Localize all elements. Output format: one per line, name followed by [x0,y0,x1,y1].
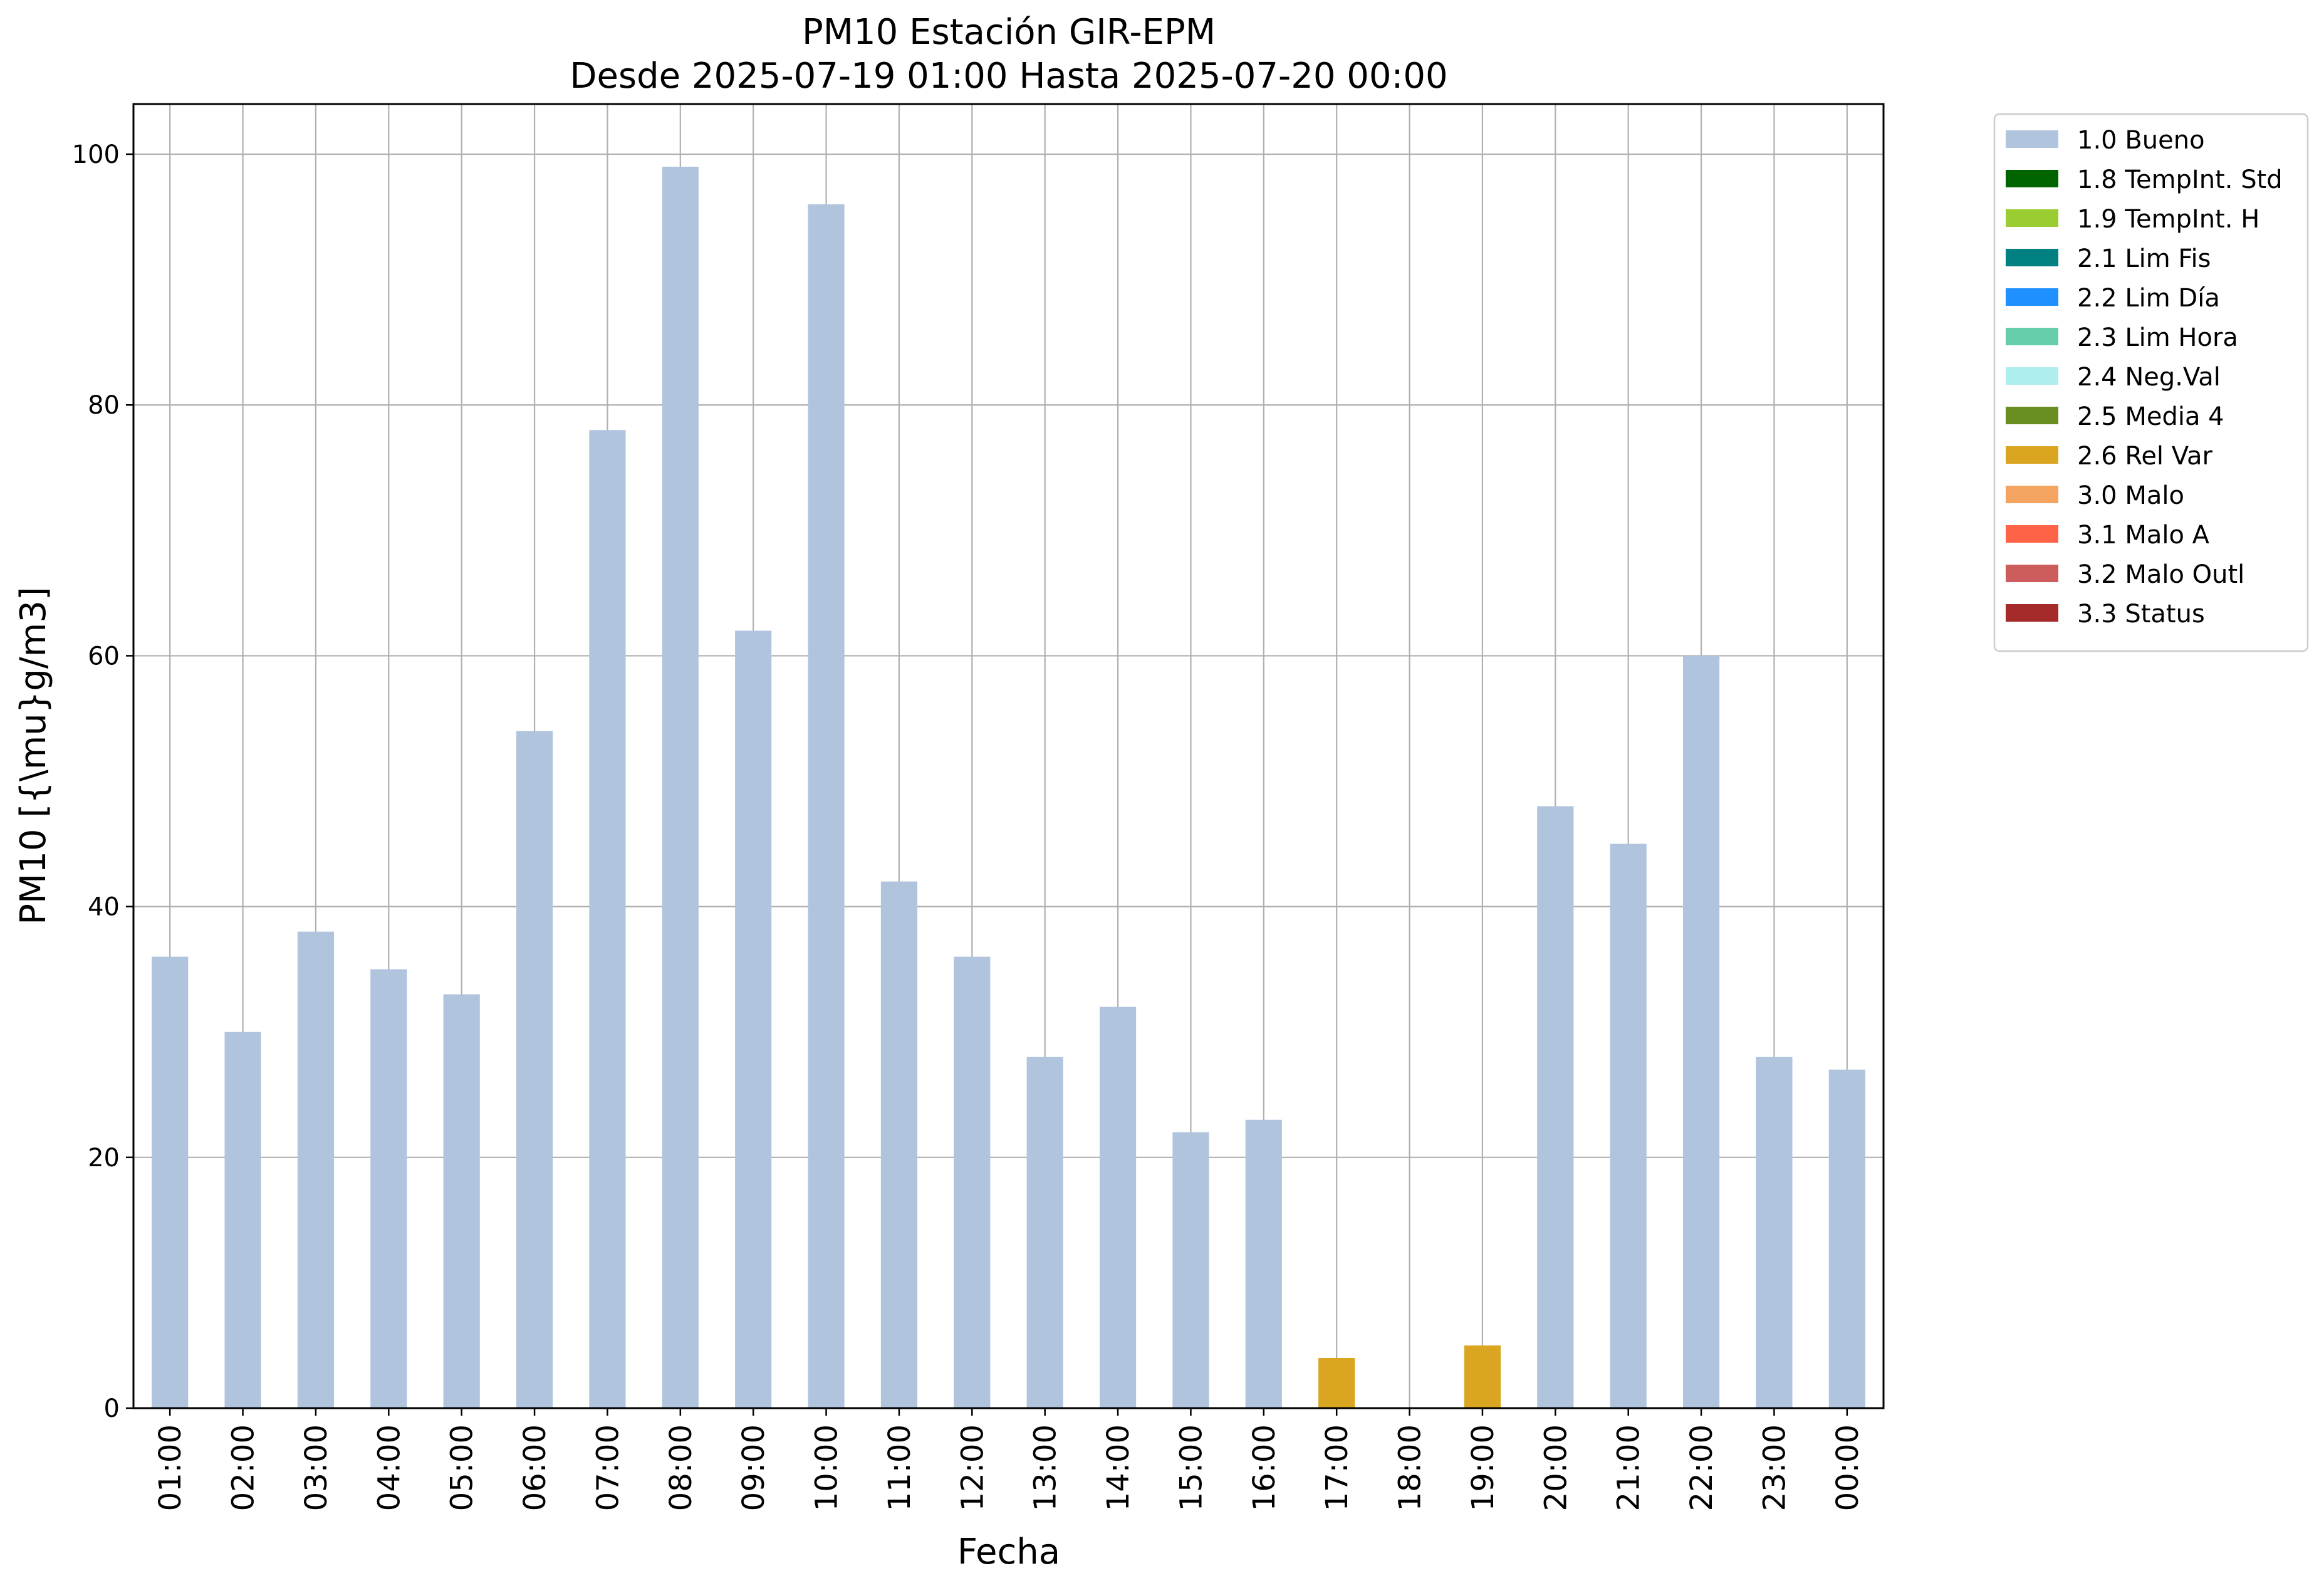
chart-subtitle: Desde 2025-07-19 01:00 Hasta 2025-07-20 … [570,56,1447,97]
y-tick-label: 40 [88,893,120,922]
x-tick-label: 16:00 [1247,1424,1282,1511]
x-tick-label: 23:00 [1757,1424,1792,1511]
bar-0900-series-0 [735,630,772,1409]
x-tick-label: 19:00 [1466,1424,1501,1511]
x-axis-label: Fecha [957,1532,1060,1572]
legend-label: 3.1 Malo A [2077,521,2210,550]
legend-swatch [2006,170,2058,187]
x-tick-label: 08:00 [664,1424,699,1511]
bar-0200-series-0 [224,1032,261,1408]
x-tick-label: 01:00 [153,1424,188,1511]
x-tick-label: 04:00 [372,1424,407,1511]
x-tick-label: 18:00 [1393,1424,1428,1511]
legend-swatch [2006,486,2058,503]
legend-label: 1.9 TempInt. H [2077,205,2259,234]
bar-2100-series-0 [1610,844,1647,1408]
bar-1500-series-0 [1172,1132,1209,1408]
bar-1700-series-8 [1318,1357,1355,1408]
legend: 1.0 Bueno 1.8 TempInt. Std 1.9 TempInt. H 2… [1993,113,2309,652]
bar-0100-series-0 [152,956,189,1408]
legend-label: 2.5 Media 4 [2077,402,2224,431]
bar-1300-series-0 [1026,1057,1063,1408]
bar-1400-series-0 [1099,1006,1137,1408]
legend-swatch [2006,525,2058,543]
bar-2200-series-0 [1682,656,1720,1408]
x-tick-label: 07:00 [590,1424,625,1511]
bar-0400-series-0 [370,969,407,1408]
legend-swatch [2006,288,2058,306]
bar-0800-series-0 [662,167,699,1408]
legend-swatch [2006,367,2058,385]
legend-label: 2.4 Neg.Val [2077,363,2221,392]
legend-label: 3.2 Malo Outl [2077,560,2244,589]
x-tick-label: 20:00 [1538,1424,1573,1511]
legend-label: 1.8 TempInt. Std [2077,165,2283,194]
x-tick-label: 10:00 [810,1424,845,1511]
x-tick-label: 15:00 [1174,1424,1209,1511]
x-tick-label: 17:00 [1320,1424,1355,1511]
x-tick-label: 13:00 [1028,1424,1063,1511]
x-tick-label: 21:00 [1612,1424,1647,1511]
x-tick-label: 11:00 [882,1424,917,1511]
legend-swatch [2006,407,2058,424]
y-tick-label: 80 [88,391,120,420]
y-tick-label: 20 [88,1144,120,1173]
x-tick-label: 12:00 [955,1424,990,1511]
legend-swatch [2006,328,2058,345]
plot-frame [132,103,1885,1409]
legend-label: 2.3 Lim Hora [2077,323,2238,352]
bar-0000-series-0 [1828,1069,1865,1408]
x-tick-label: 05:00 [445,1424,480,1511]
legend-label: 2.2 Lim Día [2077,284,2220,313]
bar-1000-series-0 [808,204,845,1409]
legend-swatch [2006,604,2058,622]
y-axis: 0 20 40 60 80 100 [72,140,133,1423]
legend-label: 2.1 Lim Fis [2077,244,2211,273]
x-tick-label: 09:00 [736,1424,771,1511]
legend-label: 2.6 Rel Var [2077,442,2213,471]
legend-label: 3.0 Malo [2077,481,2184,510]
x-tick-label: 22:00 [1684,1424,1719,1511]
bar-0700-series-0 [589,430,626,1408]
legend-box [1993,113,2309,652]
y-tick-label: 100 [72,140,120,169]
bar-1100-series-0 [880,881,918,1408]
legend-swatch [2006,130,2058,148]
x-tick-label: 06:00 [518,1424,553,1511]
y-tick-label: 0 [104,1394,120,1423]
bar-1200-series-0 [954,956,991,1408]
bar-2300-series-0 [1756,1057,1793,1408]
bar-0500-series-0 [443,994,480,1408]
bars [152,167,1865,1409]
y-axis-label: PM10 [{\mu}g/m3] [13,587,54,925]
x-tick-label: 14:00 [1101,1424,1136,1511]
legend-swatch [2006,249,2058,266]
bar-0300-series-0 [297,931,335,1408]
legend-swatch [2006,446,2058,464]
bar-2000-series-0 [1537,806,1574,1408]
legend-label: 1.0 Bueno [2077,126,2205,155]
chart-title: PM10 Estación GIR-EPM [802,12,1216,53]
x-tick-label: 00:00 [1830,1424,1865,1511]
x-axis: 01:00 02:00 03:00 04:00 05:00 06:00 07:00 08:00… [153,1408,1865,1511]
legend-swatch [2006,565,2058,582]
x-tick-label: 03:00 [299,1424,334,1511]
bar-1900-series-8 [1464,1345,1501,1408]
bar-1600-series-0 [1245,1119,1282,1408]
legend-swatch [2006,209,2058,227]
y-tick-label: 60 [88,642,120,671]
bar-0600-series-0 [516,731,553,1408]
legend-label: 3.3 Status [2077,600,2205,629]
x-tick-label: 02:00 [226,1424,261,1511]
